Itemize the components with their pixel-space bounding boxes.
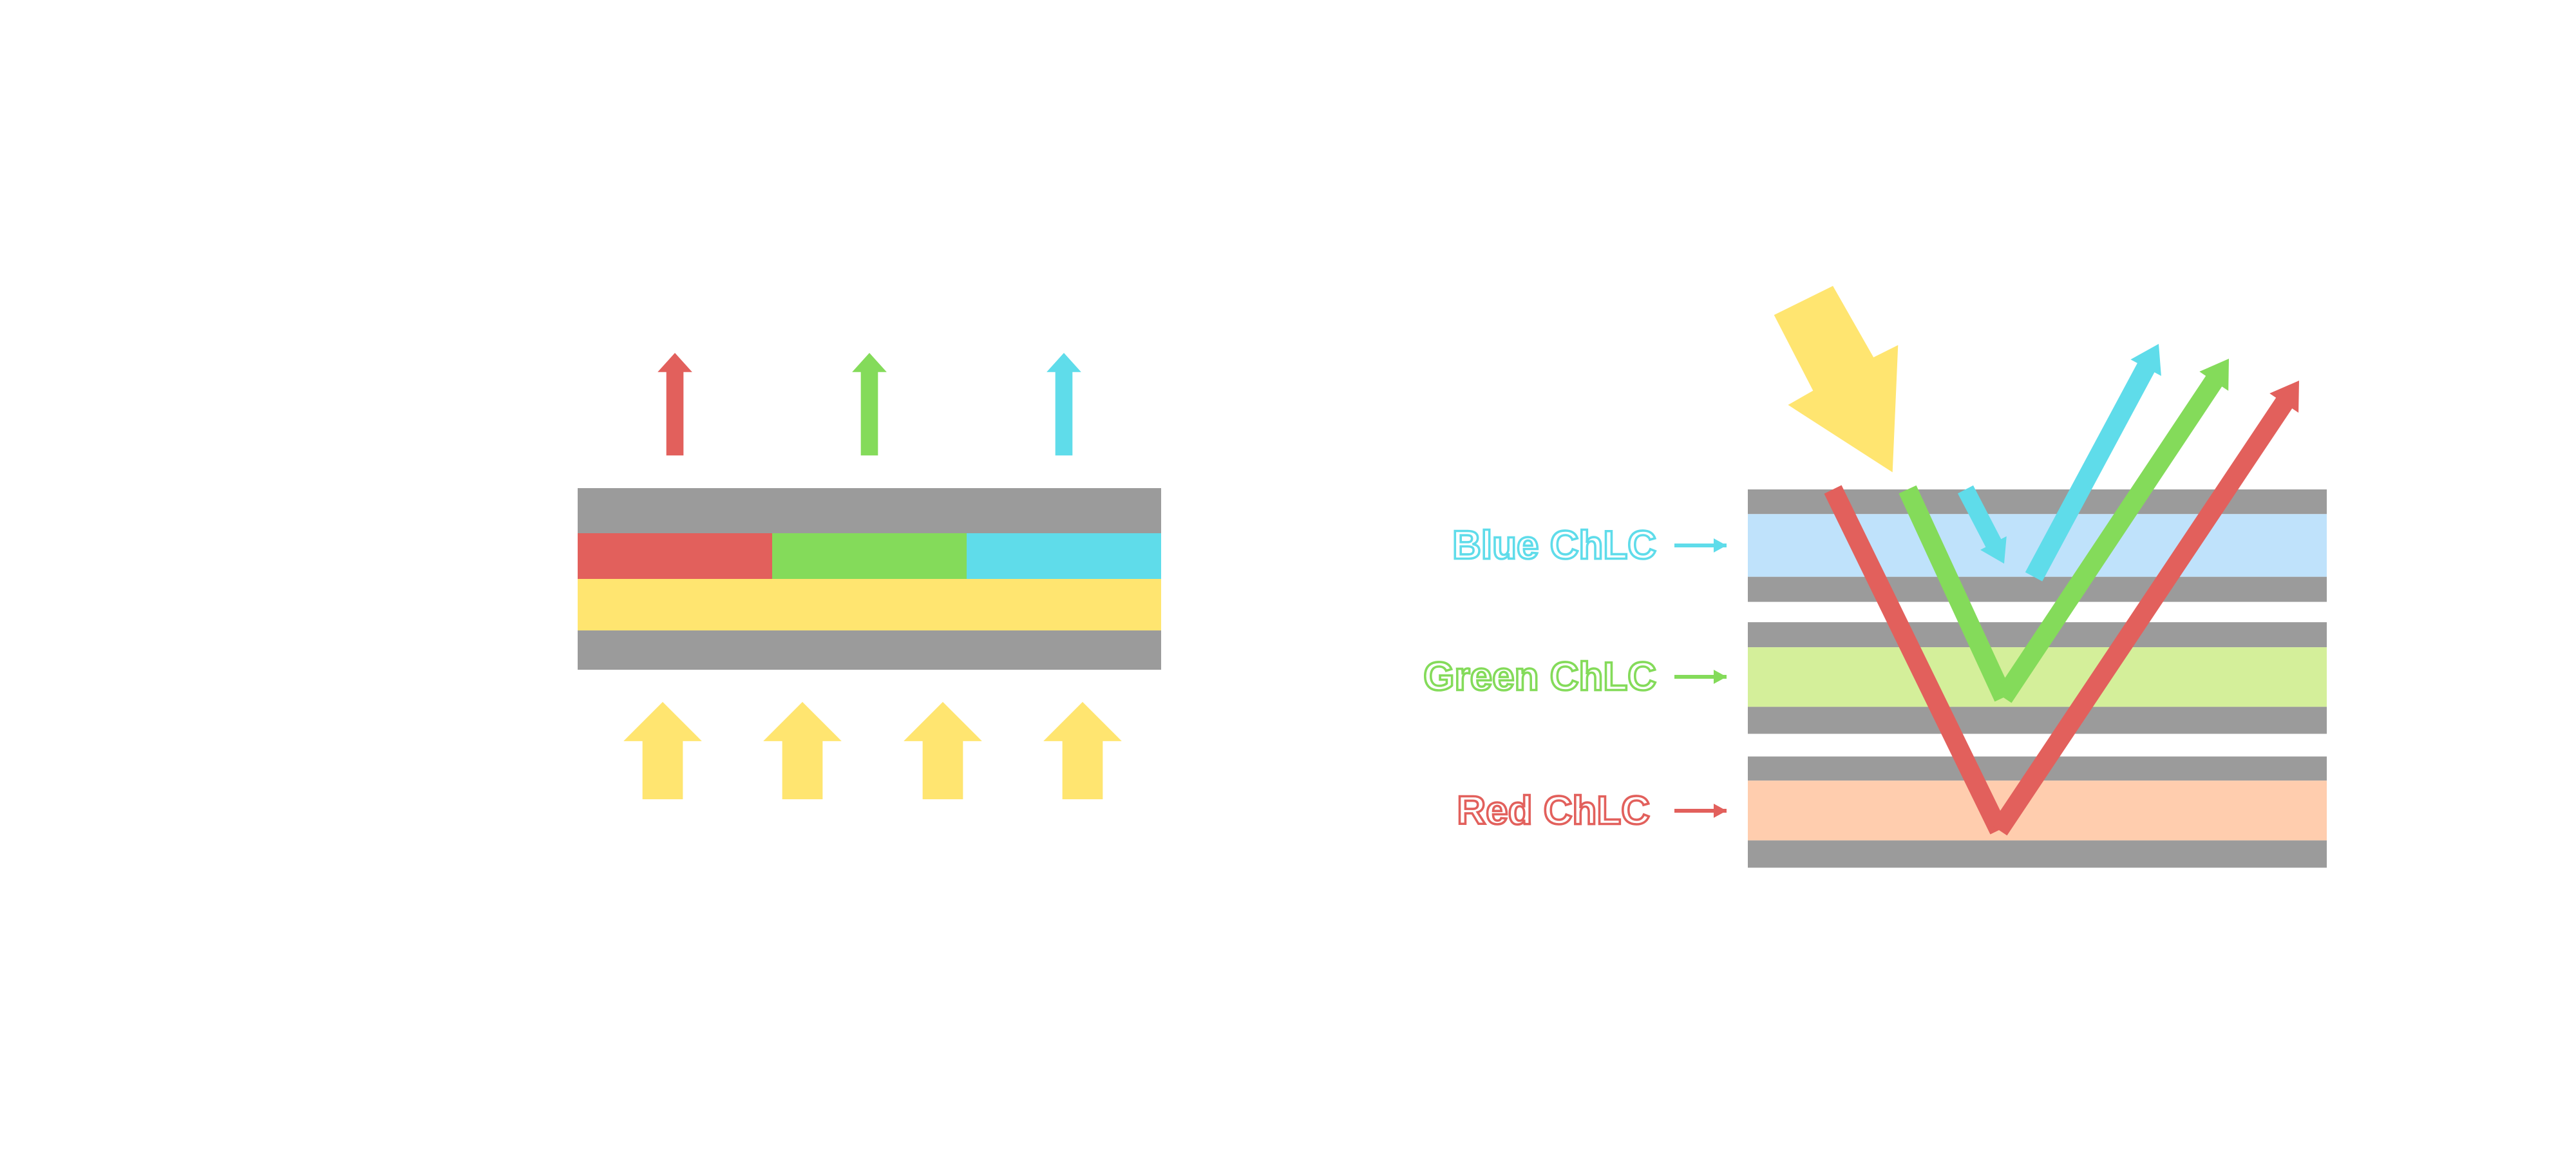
svg-text:Blue ChLC: Blue ChLC [1452, 524, 1656, 568]
svg-text:Red ChLC: Red ChLC [1457, 789, 1650, 833]
svg-text:Green ChLC: Green ChLC [1423, 655, 1656, 699]
